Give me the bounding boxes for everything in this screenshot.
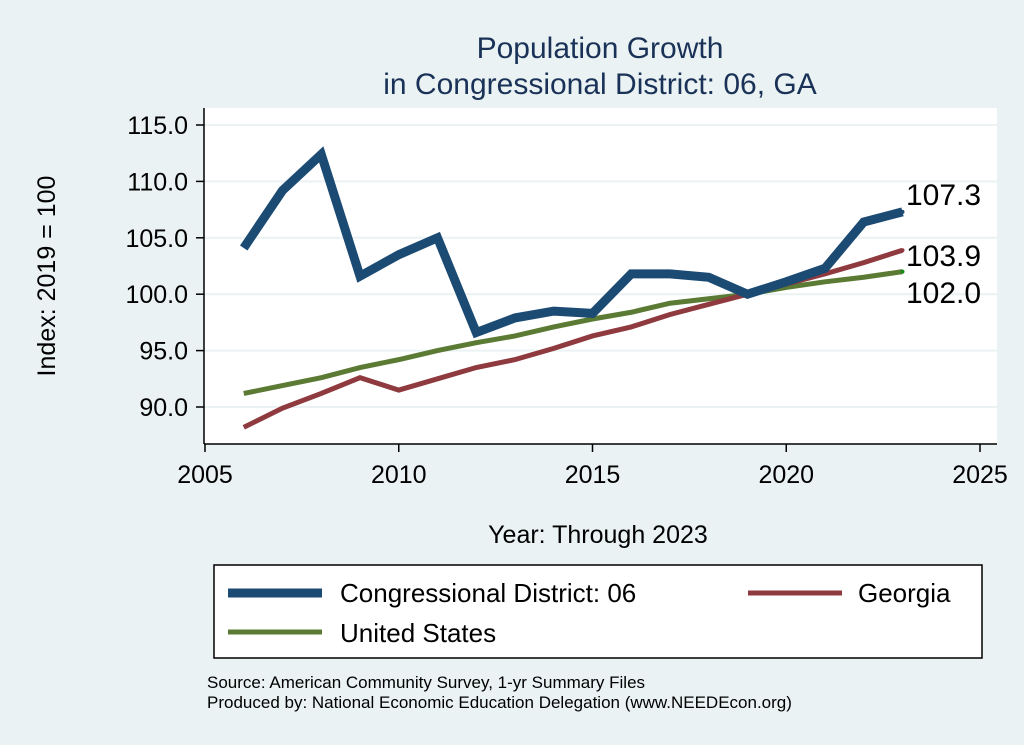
end-label-us: 102.0 (906, 277, 981, 310)
y-tick-label: 95.0 (139, 338, 188, 366)
y-tick-label: 105.0 (125, 225, 188, 253)
x-axis-label: Year: Through 2023 (488, 521, 708, 549)
y-axis-label: Index: 2019 = 100 (33, 176, 61, 377)
legend-label-us: United States (340, 618, 496, 648)
series-line-us (243, 269, 903, 396)
legend-box (213, 564, 983, 659)
series-end-marker (900, 248, 905, 253)
series-end-marker (900, 209, 905, 214)
source-note: Source: American Community Survey, 1-yr … (207, 673, 645, 692)
y-tick-label: 115.0 (127, 112, 188, 140)
y-tick-label: 90.0 (139, 394, 188, 422)
x-tick-label: 2015 (565, 461, 621, 489)
legend-label-district: Congressional District: 06 (340, 578, 636, 608)
legend: Congressional District: 06 Georgia Unite… (213, 564, 983, 659)
chart-title-line-1: Population Growth (477, 32, 724, 65)
series-end-marker (900, 269, 905, 274)
x-tick-label: 2020 (758, 461, 814, 489)
end-label-georgia: 103.9 (906, 240, 981, 273)
y-tick-label: 110.0 (127, 168, 188, 196)
series-line-district (240, 146, 904, 339)
x-tick-label: 2010 (371, 461, 427, 489)
chart-title-line-2: in Congressional District: 06, GA (383, 68, 817, 101)
legend-label-georgia: Georgia (858, 578, 951, 608)
x-tick-label: 2025 (952, 461, 1008, 489)
x-tick-label: 2005 (177, 461, 233, 489)
y-tick-label: 100.0 (125, 281, 188, 309)
producer-note: Produced by: National Economic Education… (207, 693, 792, 712)
end-label-district: 107.3 (906, 179, 981, 212)
